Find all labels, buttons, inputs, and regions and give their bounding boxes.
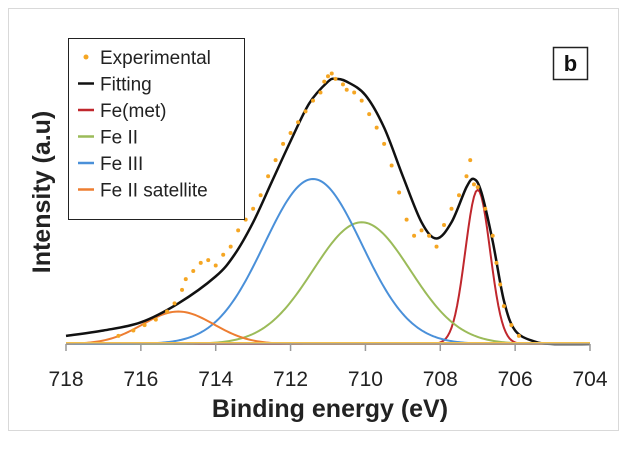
experimental-point [172, 301, 177, 306]
experimental-point [344, 87, 349, 92]
experimental-point [322, 79, 327, 84]
experimental-point [464, 174, 469, 179]
experimental-point [116, 333, 121, 338]
experimental-point [198, 260, 203, 265]
x-tick-label: 706 [498, 368, 533, 391]
legend: Experimental Fitting Fe(met) Fe II Fe III Fe … [68, 38, 245, 220]
experimental-point [333, 76, 338, 81]
legend-label: Experimental [100, 48, 211, 69]
experimental-point [457, 193, 461, 198]
experimental-point [296, 120, 301, 125]
y-axis-title: Intensity (a.u) [28, 111, 56, 274]
x-tick-label: 712 [273, 368, 308, 391]
panel-label: b [564, 51, 577, 76]
experimental-point [498, 282, 503, 287]
experimental-point [213, 263, 218, 268]
legend-box [68, 38, 245, 220]
experimental-point [352, 90, 357, 95]
experimental-point [449, 206, 454, 211]
experimental-point [183, 277, 188, 282]
experimental-point [494, 260, 499, 265]
experimental-point [142, 323, 147, 328]
legend-marker [83, 54, 89, 60]
x-tick-label: 710 [348, 368, 383, 391]
experimental-point [397, 190, 402, 195]
experimental-point [516, 333, 521, 338]
legend-label: Fe III [100, 154, 143, 175]
experimental-point [228, 244, 233, 249]
legend-label: Fe II satellite [100, 181, 208, 202]
experimental-point [258, 193, 263, 198]
legend-label: Fe(met) [100, 101, 167, 122]
experimental-point [311, 98, 316, 103]
experimental-point [191, 268, 196, 273]
experimental-point [340, 82, 345, 87]
experimental-point [382, 141, 387, 146]
x-tick-label: 708 [423, 368, 458, 391]
panel-label-box: b [552, 46, 589, 81]
experimental-point [266, 174, 271, 179]
experimental-point [359, 98, 364, 103]
experimental-point [483, 206, 488, 211]
experimental-point [404, 217, 409, 222]
experimental-point [509, 323, 514, 328]
experimental-point [165, 309, 170, 314]
experimental-point [419, 228, 424, 233]
experimental-point [501, 304, 506, 309]
experimental-point [131, 328, 136, 333]
experimental-point [180, 287, 185, 292]
experimental-point [471, 182, 476, 187]
experimental-point [288, 131, 293, 136]
outer-border [8, 8, 619, 431]
experimental-point [318, 90, 323, 95]
panel-label-frame [552, 46, 589, 81]
experimental-point [374, 125, 379, 130]
experimental-point [326, 74, 330, 79]
experimental-point [281, 141, 286, 146]
experimental-point [206, 258, 211, 263]
experimental-point [251, 206, 256, 211]
experimental-point [490, 233, 495, 238]
experimental-point [389, 163, 394, 168]
experimental-point [427, 233, 432, 238]
x-tick-label: 718 [48, 368, 83, 391]
legend-label: Fe II [100, 128, 138, 149]
x-tick-label: 716 [123, 368, 158, 391]
x-tick-label: 704 [572, 368, 607, 391]
experimental-point [468, 158, 473, 163]
experimental-point [273, 158, 278, 163]
experimental-point [442, 222, 447, 227]
experimental-point [412, 233, 417, 238]
experimental-point [329, 71, 334, 76]
x-axis-ticks: 718 716 714 712 710 708 706 704 [48, 344, 608, 391]
experimental-point [153, 317, 158, 322]
experimental-point [236, 228, 241, 233]
experimental-point [303, 109, 308, 114]
x-tick-label: 714 [198, 368, 233, 391]
series-fitting-curve [65, 77, 591, 346]
legend-label: Fitting [100, 75, 152, 96]
experimental-point [475, 185, 480, 190]
experimental-point [221, 252, 226, 257]
x-axis-title: Binding energy (eV) [212, 395, 448, 423]
legend-items: Experimental Fitting Fe(met) Fe II Fe III Fe … [78, 48, 211, 202]
experimental-point [434, 244, 439, 249]
experimental-point [367, 112, 372, 117]
